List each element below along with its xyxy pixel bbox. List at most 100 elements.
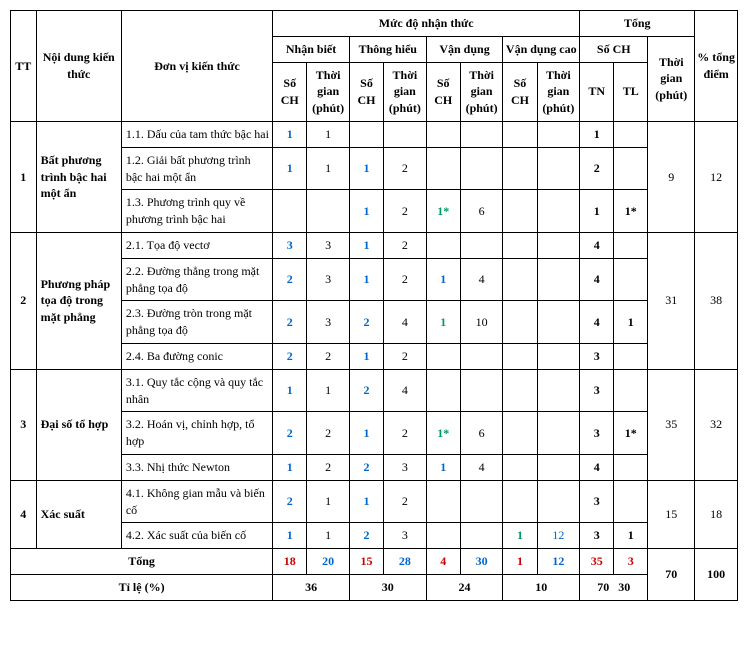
cell [426,480,460,523]
cell [503,343,537,369]
hdr-tt: TT [11,11,37,122]
cell [460,232,503,258]
unit-cell: 4.1. Không gian mẫu và biến cố [121,480,272,523]
hdr-th-time: Thời gian (phút) [384,62,427,121]
section-tt: 4 [11,480,37,548]
hdr-don-vi: Đơn vị kiến thức [121,11,272,122]
ratio-tn-tl: 70 30 [580,574,648,600]
cell: 3 [307,258,350,301]
cell [614,369,648,412]
cell: 2 [349,369,383,412]
tot-th-s: 15 [349,549,383,575]
cell: 4 [580,301,614,344]
cell: 6 [460,412,503,455]
ratio-nb: 36 [273,574,350,600]
cell: 1 [349,232,383,258]
cell: 1 [503,523,537,549]
cell: 3 [307,301,350,344]
unit-cell: 3.2. Hoán vị, chỉnh hợp, tổ hợp [121,412,272,455]
cell: 3 [580,480,614,523]
hdr-tl: TL [614,62,648,121]
unit-cell: 1.1. Dấu của tam thức bậc hai [121,121,272,147]
cell: 3 [307,232,350,258]
cell [537,258,580,301]
cell [503,369,537,412]
cell [460,121,503,147]
cell [537,369,580,412]
cell: 2 [580,147,614,190]
cell: 2 [273,258,307,301]
cell: 4 [460,258,503,301]
tot-time: 70 [648,549,695,601]
cell [614,480,648,523]
cell: 3 [384,454,427,480]
cell: 1 [426,301,460,344]
cell [503,412,537,455]
unit-cell: 4.2. Xác suất của biến cố [121,523,272,549]
section-time: 31 [648,232,695,369]
cell: 2 [273,480,307,523]
cell: 6 [460,190,503,233]
cell [273,190,307,233]
cell [614,121,648,147]
cell [503,454,537,480]
tot-th-t: 28 [384,549,427,575]
cell [537,412,580,455]
tot-vd-s: 4 [426,549,460,575]
cell: 3 [580,343,614,369]
cell: 2 [384,258,427,301]
tot-nb-s: 18 [273,549,307,575]
cell [426,369,460,412]
cell [460,343,503,369]
cell: 1 [273,121,307,147]
hdr-nb-soch: Số CH [273,62,307,121]
cell: 2 [307,412,350,455]
hdr-thoi-gian-tong: Thời gian (phút) [648,36,695,121]
cell: 1* [426,190,460,233]
cell: 1 [349,147,383,190]
ratio-vc: 10 [503,574,580,600]
cell: 1* [614,412,648,455]
ratio-vd: 24 [426,574,503,600]
cell: 1* [614,190,648,233]
section-topic: Đại số tổ hợp [36,369,121,480]
cell: 3 [580,369,614,412]
cell: 2 [384,232,427,258]
cell: 10 [460,301,503,344]
cell: 1 [273,369,307,412]
cell [537,454,580,480]
unit-cell: 1.3. Phương trình quy về phương trình bậ… [121,190,272,233]
cell [426,121,460,147]
hdr-nhan-biet: Nhận biết [273,36,350,62]
hdr-tn: TN [580,62,614,121]
cell: 2 [273,343,307,369]
cell [537,232,580,258]
cell: 4 [384,301,427,344]
section-time: 35 [648,369,695,480]
cell [503,480,537,523]
hdr-van-dung-cao: Vận dụng cao [503,36,580,62]
totals-label: Tổng [11,549,273,575]
section-pct: 18 [695,480,738,548]
cell: 2 [384,412,427,455]
hdr-noi-dung: Nội dung kiến thức [36,11,121,122]
cell [503,121,537,147]
tot-vd-t: 30 [460,549,503,575]
section-time: 15 [648,480,695,548]
cell: 1 [307,147,350,190]
cell: 2 [307,343,350,369]
cell: 1 [349,412,383,455]
hdr-nb-time: Thời gian (phút) [307,62,350,121]
cell [426,343,460,369]
section-topic: Bất phương trình bậc hai một ẩn [36,121,121,232]
cell: 3 [384,523,427,549]
cell: 4 [580,258,614,301]
cell: 3 [580,412,614,455]
ratio-label: Tỉ lệ (%) [11,574,273,600]
cell [460,369,503,412]
cell [384,121,427,147]
cell [537,301,580,344]
section-pct: 38 [695,232,738,369]
cell [537,480,580,523]
cell: 1 [307,523,350,549]
